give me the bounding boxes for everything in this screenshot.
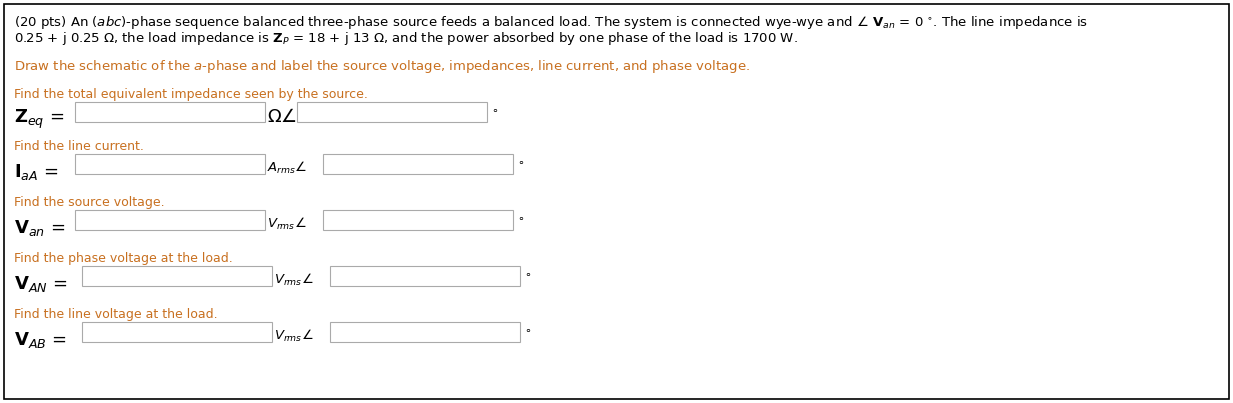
FancyBboxPatch shape	[323, 154, 513, 174]
Text: Find the source voltage.: Find the source voltage.	[14, 196, 165, 209]
FancyBboxPatch shape	[330, 322, 520, 342]
FancyBboxPatch shape	[297, 102, 487, 122]
Text: $V_{rms}\angle$: $V_{rms}\angle$	[274, 272, 313, 288]
Text: Find the total equivalent impedance seen by the source.: Find the total equivalent impedance seen…	[14, 88, 367, 101]
Text: $\circ$: $\circ$	[524, 268, 531, 278]
Text: 0.25 + j 0.25 $\Omega$, the load impedance is $\mathbf{Z}_P$ = 18 + j 13 $\Omega: 0.25 + j 0.25 $\Omega$, the load impedan…	[14, 30, 798, 47]
Text: $\Omega\angle$: $\Omega\angle$	[268, 108, 297, 126]
Text: Draw the schematic of the $\mathit{a}$-phase and label the source voltage, imped: Draw the schematic of the $\mathit{a}$-p…	[14, 58, 750, 75]
Text: $A_{rms}\angle$: $A_{rms}\angle$	[268, 160, 307, 176]
Text: Find the line voltage at the load.: Find the line voltage at the load.	[14, 308, 218, 321]
FancyBboxPatch shape	[75, 210, 265, 230]
Text: $\mathbf{V}_{an}$ =: $\mathbf{V}_{an}$ =	[14, 218, 65, 238]
Text: $\mathbf{V}_{AB}$ =: $\mathbf{V}_{AB}$ =	[14, 330, 67, 350]
Text: $\circ$: $\circ$	[491, 104, 498, 114]
FancyBboxPatch shape	[83, 322, 272, 342]
Text: $V_{rms}\angle$: $V_{rms}\angle$	[268, 216, 307, 232]
Text: (20 pts) An ($\mathit{abc}$)-phase sequence balanced three-phase source feeds a : (20 pts) An ($\mathit{abc}$)-phase seque…	[14, 14, 1088, 31]
Text: Find the phase voltage at the load.: Find the phase voltage at the load.	[14, 252, 233, 265]
Text: $\mathbf{V}_{AN}$ =: $\mathbf{V}_{AN}$ =	[14, 274, 68, 294]
Text: $\mathbf{Z}_{eq}$ =: $\mathbf{Z}_{eq}$ =	[14, 108, 64, 131]
Text: Find the line current.: Find the line current.	[14, 140, 144, 153]
FancyBboxPatch shape	[323, 210, 513, 230]
Text: $\circ$: $\circ$	[517, 156, 524, 166]
Text: $\circ$: $\circ$	[524, 324, 531, 334]
Text: $\circ$: $\circ$	[517, 212, 524, 222]
FancyBboxPatch shape	[4, 4, 1229, 399]
FancyBboxPatch shape	[83, 266, 272, 286]
FancyBboxPatch shape	[330, 266, 520, 286]
FancyBboxPatch shape	[75, 102, 265, 122]
Text: $\mathbf{I}_{aA}$ =: $\mathbf{I}_{aA}$ =	[14, 162, 58, 182]
FancyBboxPatch shape	[75, 154, 265, 174]
Text: $V_{rms}\angle$: $V_{rms}\angle$	[274, 328, 313, 344]
